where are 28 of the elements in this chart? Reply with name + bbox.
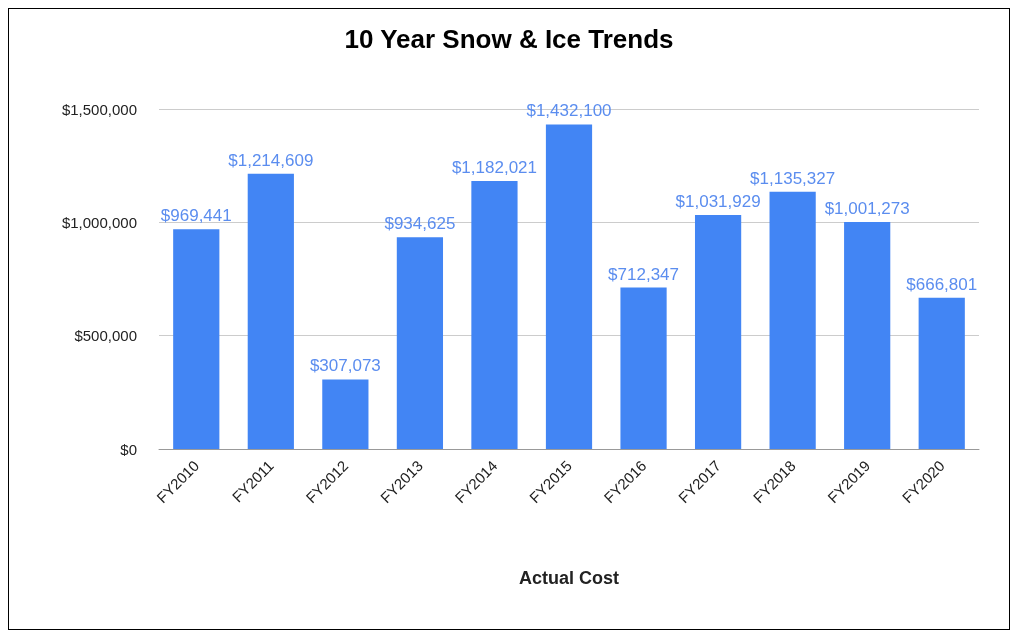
y-tick-label: $500,000 bbox=[74, 327, 137, 345]
data-label: $1,031,929 bbox=[675, 192, 761, 212]
bar bbox=[620, 287, 667, 449]
bar bbox=[694, 215, 742, 449]
y-tick-label: $0 bbox=[120, 440, 137, 458]
bar bbox=[844, 222, 891, 449]
data-label: $934,625 bbox=[384, 214, 456, 234]
data-label: $307,073 bbox=[309, 356, 381, 376]
bar bbox=[471, 181, 518, 449]
data-label: $1,135,327 bbox=[750, 168, 836, 188]
chart-title: 10 Year Snow & Ice Trends bbox=[344, 24, 674, 54]
x-axis-title: Actual Cost bbox=[518, 568, 620, 588]
data-label: $969,441 bbox=[160, 206, 232, 226]
y-tick-label: $1,500,000 bbox=[61, 100, 137, 118]
y-tick-label: $1,000,000 bbox=[61, 213, 137, 231]
bar bbox=[247, 173, 294, 449]
bar bbox=[173, 229, 220, 449]
data-label: $1,182,021 bbox=[451, 158, 537, 178]
bar bbox=[918, 297, 965, 449]
data-label: $712,347 bbox=[608, 264, 679, 284]
bar bbox=[769, 191, 816, 449]
data-label: $666,801 bbox=[906, 274, 978, 294]
data-label: $1,214,609 bbox=[228, 150, 314, 170]
bar bbox=[396, 237, 444, 449]
data-label: $1,001,273 bbox=[824, 199, 910, 219]
bar bbox=[545, 124, 593, 449]
bar bbox=[322, 379, 369, 449]
data-label: $1,432,100 bbox=[526, 101, 612, 121]
